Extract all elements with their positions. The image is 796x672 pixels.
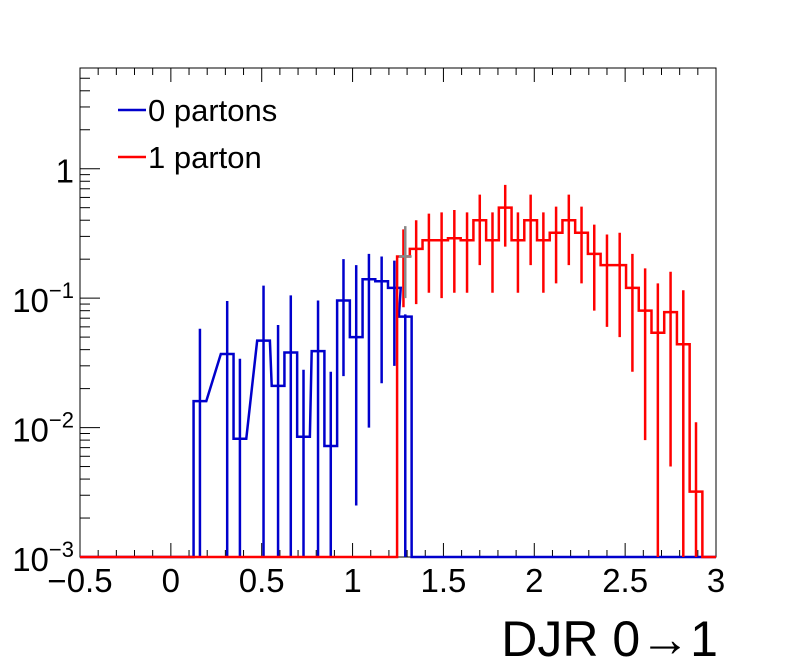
y-tick-label: 10−2 xyxy=(12,408,74,449)
x-axis-title: DJR 0→1 xyxy=(501,611,718,667)
series-1 xyxy=(80,184,716,559)
histogram-series xyxy=(80,184,716,559)
y-tick-label: 10−1 xyxy=(12,278,74,319)
x-tick-label: 1.5 xyxy=(420,562,466,599)
legend: 0 partons 1 parton xyxy=(118,93,277,175)
x-tick-label: −0.5 xyxy=(47,562,112,599)
legend-label-0-partons: 0 partons xyxy=(148,93,277,128)
series-2 xyxy=(398,226,412,299)
x-tick-label: 3 xyxy=(707,562,725,599)
x-tick-label: 0 xyxy=(162,562,180,599)
y-tick-label: 1 xyxy=(56,153,74,190)
series-1-step-line xyxy=(80,206,716,559)
x-tick-label: 2.5 xyxy=(602,562,648,599)
y-tick-label: 10−3 xyxy=(12,537,74,578)
tick-labels: −0.5 0 0.5 1 1.5 2 2.5 3 1 10−1 10−2 10−3 xyxy=(12,153,725,599)
legend-label-1-parton: 1 parton xyxy=(148,140,262,175)
x-tick-label: 1 xyxy=(343,562,361,599)
axis-ticks xyxy=(79,67,717,558)
x-tick-label: 2 xyxy=(525,562,543,599)
x-tick-label: 0.5 xyxy=(239,562,285,599)
series-0 xyxy=(80,253,716,559)
